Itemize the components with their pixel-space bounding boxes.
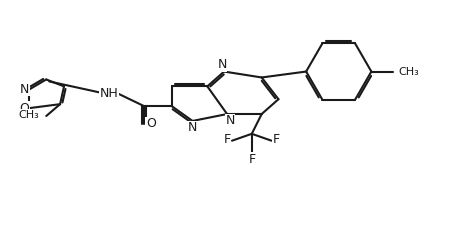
Text: N: N: [218, 58, 227, 71]
Text: O: O: [20, 102, 29, 115]
Text: CH₃: CH₃: [19, 110, 39, 120]
Text: N: N: [20, 83, 29, 96]
Text: O: O: [146, 117, 156, 130]
Text: NH: NH: [100, 87, 119, 100]
Text: F: F: [273, 133, 280, 146]
Text: F: F: [249, 153, 256, 166]
Text: N: N: [188, 121, 197, 134]
Text: CH₃: CH₃: [398, 66, 419, 77]
Text: N: N: [226, 114, 235, 128]
Text: F: F: [224, 133, 231, 146]
